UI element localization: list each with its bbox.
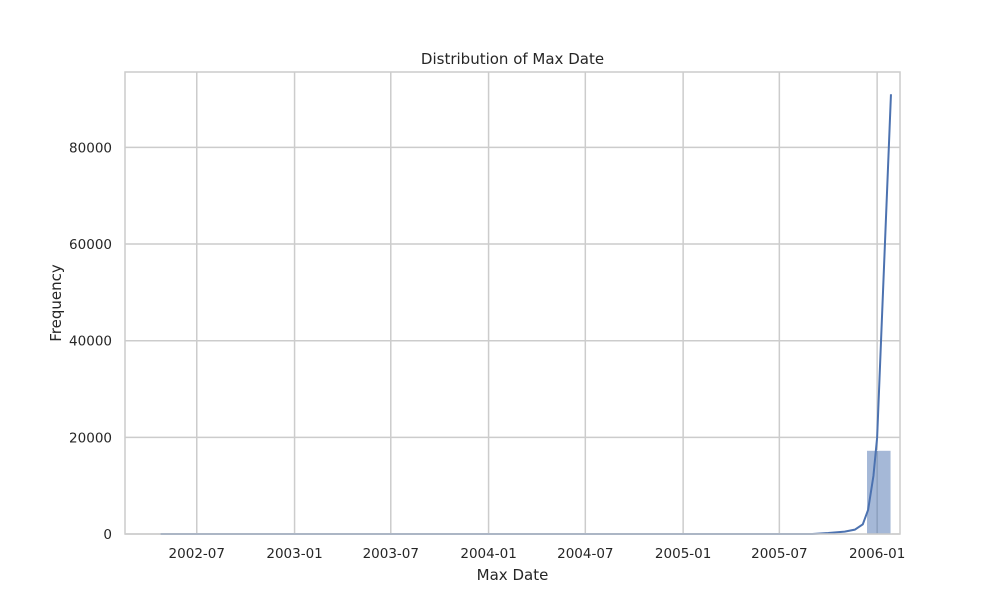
y-ticks-layer: 0 20000 40000 60000 80000 [69, 140, 112, 543]
x-tick-label: 2002-07 [169, 546, 225, 562]
x-tick-label: 2006-01 [849, 546, 905, 562]
y-tick-label: 60000 [69, 237, 112, 253]
chart-title: Distribution of Max Date [421, 50, 604, 68]
x-tick-label: 2003-07 [363, 546, 419, 562]
grid-layer [125, 72, 900, 535]
x-tick-label: 2005-07 [751, 546, 807, 562]
y-axis-label: Frequency [47, 264, 65, 342]
x-tick-label: 2004-07 [557, 546, 613, 562]
x-tick-label: 2005-01 [655, 546, 711, 562]
y-tick-label: 20000 [69, 430, 112, 446]
plot-frame [124, 71, 901, 535]
x-tick-label: 2004-01 [460, 546, 516, 562]
bars-layer [841, 449, 892, 535]
y-tick-label: 80000 [69, 140, 112, 156]
y-tick-label: 0 [103, 527, 112, 543]
y-tick-label: 40000 [69, 334, 112, 350]
x-axis-label: Max Date [477, 566, 549, 584]
x-ticks-layer: 2002-07 2003-01 2003-07 2004-01 2004-07 2005-… [169, 546, 906, 562]
kde-line [160, 94, 892, 535]
x-tick-label: 2003-01 [266, 546, 322, 562]
